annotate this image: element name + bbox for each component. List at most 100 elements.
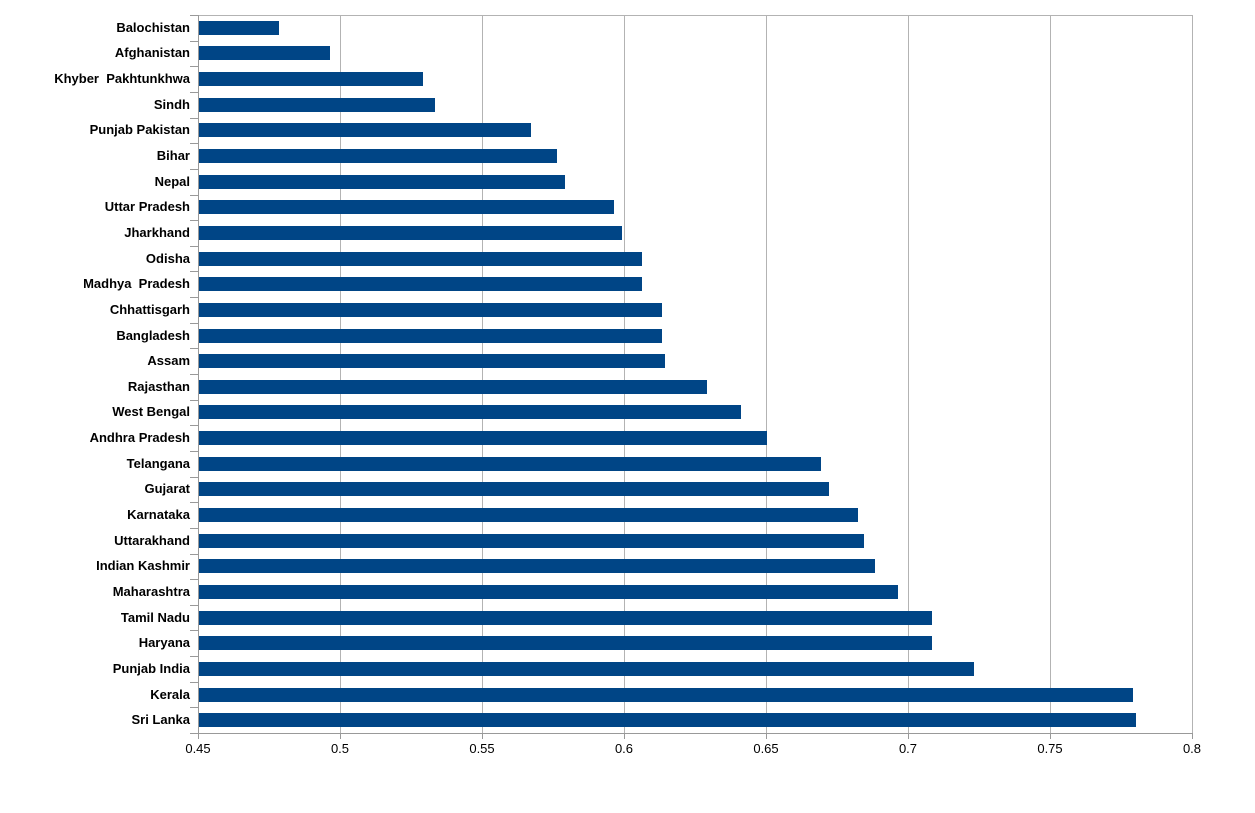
- category-label: Khyber Pakhtunkhwa: [54, 71, 190, 87]
- bar: [199, 687, 1134, 702]
- y-axis-tick: [190, 476, 198, 478]
- x-axis-tick: [766, 733, 767, 739]
- bar: [199, 200, 614, 215]
- category-label: Jharkhand: [124, 224, 190, 240]
- x-axis-tick: [198, 733, 199, 739]
- x-axis-tick: [1050, 733, 1051, 739]
- x-tick-label: 0.6: [614, 741, 634, 756]
- plot-top-border: [198, 15, 1193, 16]
- x-axis-line: [197, 733, 1193, 734]
- bar: [199, 533, 864, 548]
- x-axis-tick: [908, 733, 909, 739]
- bar: [199, 149, 557, 164]
- y-axis-tick: [190, 348, 198, 350]
- x-gridline: [908, 15, 909, 733]
- bar: [199, 354, 665, 369]
- category-label: Madhya Pradesh: [83, 276, 190, 292]
- bar: [199, 379, 708, 394]
- x-tick-label: 0.45: [185, 741, 211, 756]
- bar: [199, 584, 898, 599]
- category-label: West Bengal: [112, 404, 190, 420]
- category-label: Uttarakhand: [114, 532, 190, 548]
- category-label: Gujarat: [144, 481, 190, 497]
- y-axis-tick: [190, 374, 198, 375]
- x-gridline: [1050, 15, 1051, 733]
- bar: [199, 302, 662, 317]
- category-label: Assam: [147, 353, 190, 369]
- category-label: Tamil Nadu: [120, 609, 190, 625]
- bar: [199, 482, 830, 497]
- y-axis-tick: [190, 297, 198, 299]
- y-axis-tick: [190, 579, 198, 581]
- y-axis-tick: [190, 630, 198, 632]
- category-label: Sindh: [153, 96, 190, 112]
- category-label: Uttar Pradesh: [104, 199, 190, 215]
- y-axis-tick: [190, 425, 198, 427]
- y-axis-tick: [190, 553, 198, 555]
- x-gridline: [766, 15, 767, 733]
- y-axis-tick: [190, 681, 198, 683]
- y-axis-tick: [190, 15, 198, 16]
- category-label: Odisha: [145, 250, 190, 266]
- x-axis-tick: [1192, 733, 1193, 739]
- bar: [199, 405, 742, 420]
- x-gridline: [1192, 15, 1193, 733]
- y-axis-tick: [190, 527, 198, 529]
- x-tick-label: 0.65: [753, 741, 779, 756]
- category-label: Indian Kashmir: [96, 558, 190, 574]
- category-label: Chhattisgarh: [109, 301, 190, 317]
- category-label: Karnataka: [127, 507, 190, 523]
- y-axis-line: [198, 15, 199, 733]
- category-label: Afghanistan: [114, 45, 190, 61]
- y-axis-tick: [190, 271, 198, 273]
- bar: [199, 328, 662, 343]
- bar: [199, 661, 975, 676]
- category-label: Sri Lanka: [131, 712, 190, 728]
- x-axis-tick: [624, 733, 625, 739]
- x-gridline: [482, 15, 483, 733]
- category-label: Bihar: [156, 148, 190, 164]
- x-gridline: [340, 15, 341, 733]
- category-label: Punjab India: [112, 660, 190, 676]
- y-axis-tick: [190, 733, 198, 734]
- x-axis-tick: [340, 733, 341, 739]
- category-label: Balochistan: [116, 19, 190, 35]
- x-tick-label: 0.55: [469, 741, 495, 756]
- bar: [199, 225, 623, 240]
- x-tick-label: 0.75: [1037, 741, 1063, 756]
- bar: [199, 174, 566, 189]
- category-label: Nepal: [154, 173, 190, 189]
- bar: [199, 20, 279, 35]
- x-tick-label: 0.5: [330, 741, 350, 756]
- bar: [199, 610, 932, 625]
- x-gridline: [624, 15, 625, 733]
- x-axis-tick: [482, 733, 483, 739]
- y-axis-tick: [190, 91, 198, 93]
- category-label: Punjab Pakistan: [89, 122, 190, 138]
- y-axis-tick: [190, 502, 198, 504]
- y-axis-tick: [190, 656, 198, 658]
- bar: [199, 456, 821, 471]
- y-axis-tick: [190, 322, 198, 324]
- category-label: Rajasthan: [127, 378, 190, 394]
- y-axis-tick: [190, 66, 198, 68]
- bar: [199, 559, 875, 574]
- category-label: Andhra Pradesh: [89, 430, 190, 446]
- bar: [199, 277, 643, 292]
- y-axis-tick: [190, 245, 198, 247]
- category-label: Bangladesh: [116, 327, 190, 343]
- y-axis-tick: [190, 399, 198, 401]
- category-label: Kerala: [150, 686, 190, 702]
- y-axis-tick: [190, 143, 198, 145]
- category-label: Haryana: [138, 635, 190, 651]
- bar: [199, 72, 424, 87]
- y-axis-tick: [190, 220, 198, 222]
- bar: [199, 46, 330, 61]
- y-axis-tick: [190, 117, 198, 119]
- x-tick-label: 0.7: [898, 741, 918, 756]
- bar: [199, 636, 932, 651]
- bar: [199, 508, 858, 523]
- y-axis-tick: [190, 604, 198, 606]
- bar: [199, 97, 435, 112]
